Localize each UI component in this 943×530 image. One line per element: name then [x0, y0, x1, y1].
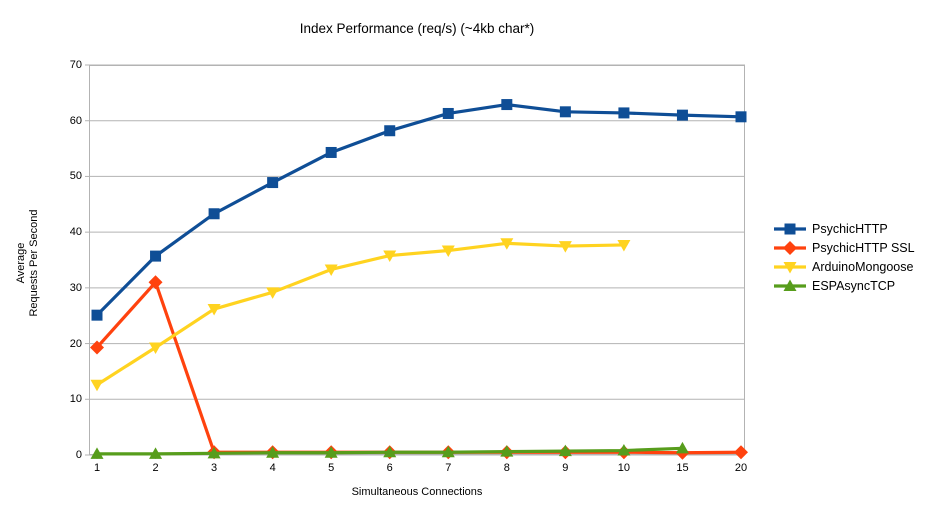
data-point-marker-ESPAsyncTCP [383, 445, 397, 458]
legend-marker-icon [774, 279, 806, 291]
legend-marker-shape [783, 261, 797, 273]
data-point-marker-ESPAsyncTCP [266, 446, 280, 458]
legend-marker-icon [774, 261, 806, 273]
data-point-marker-ArduinoMongoose [441, 245, 455, 258]
legend-marker-icon [774, 223, 806, 234]
data-point-marker-ESPAsyncTCP [675, 441, 689, 454]
legend-marker-icon [774, 240, 806, 255]
plot-svg [85, 64, 748, 460]
y-tick-label: 20 [69, 337, 82, 350]
series-line-ArduinoMongoose [96, 241, 624, 387]
x-tick-label: 20 [734, 462, 748, 474]
plot-border [89, 65, 745, 455]
data-point-marker-ESPAsyncTCP [324, 446, 338, 458]
legend-marker-shape [783, 279, 797, 291]
x-tick-label: 9 [562, 462, 569, 474]
y-tick-label: 60 [69, 114, 82, 127]
data-point-marker-PsychicHTTP [676, 109, 688, 121]
data-point-marker-ESPAsyncTCP [149, 447, 163, 459]
data-point-marker-PsychicHTTP-SSL [148, 275, 163, 290]
chart-title: Index Performance (req/s) (~4kb char*) [299, 21, 535, 36]
data-point-marker-ESPAsyncTCP [207, 446, 221, 459]
legend-item-ArduinoMongoose: ArduinoMongoose [774, 259, 915, 274]
y-tick-label: 50 [69, 170, 82, 183]
data-point-marker-PsychicHTTP [325, 146, 337, 158]
legend-marker-shape [784, 223, 796, 234]
legend-item-PsychicHTTP: PsychicHTTP [774, 221, 915, 236]
legend-label: ESPAsyncTCP [812, 278, 896, 293]
data-point-marker-ArduinoMongoose [266, 287, 280, 299]
x-tick-label: 10 [617, 462, 631, 474]
x-tick-label: 5 [328, 462, 335, 474]
x-axis-title: Simultaneous Connections [351, 486, 483, 498]
data-point-marker-PsychicHTTP [91, 309, 103, 321]
data-point-marker-ArduinoMongoose [617, 239, 631, 252]
y-tick-label: 10 [69, 393, 82, 406]
y-tick-label: 30 [69, 281, 82, 294]
legend-label: PsychicHTTP SSL [812, 240, 915, 255]
legend: PsychicHTTP PsychicHTTP SSL ArduinoMongoos… [774, 221, 915, 293]
data-point-marker-ArduinoMongoose [383, 250, 397, 263]
data-point-marker-ArduinoMongoose [90, 379, 104, 392]
data-point-marker-ESPAsyncTCP [90, 447, 104, 459]
data-point-marker-PsychicHTTP-SSL [90, 340, 104, 355]
data-point-marker-PsychicHTTP [442, 107, 454, 119]
x-tick-label: 6 [386, 462, 393, 474]
x-tick-label: 7 [445, 462, 452, 474]
y-tick-label: 40 [69, 226, 82, 239]
y-axis-title-line1: Average [15, 242, 27, 284]
data-point-marker-PsychicHTTP [501, 99, 513, 111]
y-axis-title: Average Requests Per Second [15, 163, 41, 363]
data-point-marker-ArduinoMongoose [500, 238, 514, 250]
data-point-marker-PsychicHTTP-SSL [734, 445, 748, 460]
x-tick-label: 15 [676, 462, 689, 474]
x-tick-label: 2 [152, 462, 159, 474]
x-tick-label: 1 [93, 462, 101, 474]
legend-marker-shape [783, 240, 797, 255]
data-point-marker-ArduinoMongoose [149, 342, 163, 354]
plot-area [85, 64, 748, 460]
data-point-marker-ArduinoMongoose [207, 304, 221, 316]
legend-label: ArduinoMongoose [812, 259, 914, 274]
data-point-marker-ESPAsyncTCP [500, 445, 514, 457]
legend-item-ESPAsyncTCP: ESPAsyncTCP [774, 278, 915, 293]
data-point-marker-PsychicHTTP [267, 177, 279, 189]
data-point-marker-PsychicHTTP [150, 250, 162, 262]
legend-item-PsychicHTTP-SSL: PsychicHTTP SSL [774, 240, 915, 255]
data-point-marker-ESPAsyncTCP [441, 445, 455, 458]
y-tick-label: 70 [69, 59, 82, 71]
legend-label: PsychicHTTP [812, 221, 888, 236]
data-point-marker-ArduinoMongoose [558, 241, 572, 253]
x-tick-label: 3 [211, 462, 218, 474]
data-point-marker-PsychicHTTP [618, 107, 630, 119]
data-point-marker-PsychicHTTP [384, 125, 396, 137]
x-tick-label: 4 [269, 462, 276, 474]
data-point-marker-ESPAsyncTCP [558, 444, 572, 457]
y-tick-label: 0 [75, 449, 82, 461]
data-point-marker-PsychicHTTP [208, 208, 220, 220]
data-point-marker-ESPAsyncTCP [617, 444, 631, 456]
y-axis-title-line2: Requests Per Second [27, 209, 40, 317]
series-line-PsychicHTTP [95, 102, 742, 317]
data-point-marker-PsychicHTTP [559, 106, 571, 118]
x-tick-label: 8 [503, 462, 510, 474]
data-point-marker-PsychicHTTP [735, 111, 747, 123]
series-line-PsychicHTTP-SSL [95, 280, 742, 455]
data-point-marker-ArduinoMongoose [324, 264, 338, 276]
